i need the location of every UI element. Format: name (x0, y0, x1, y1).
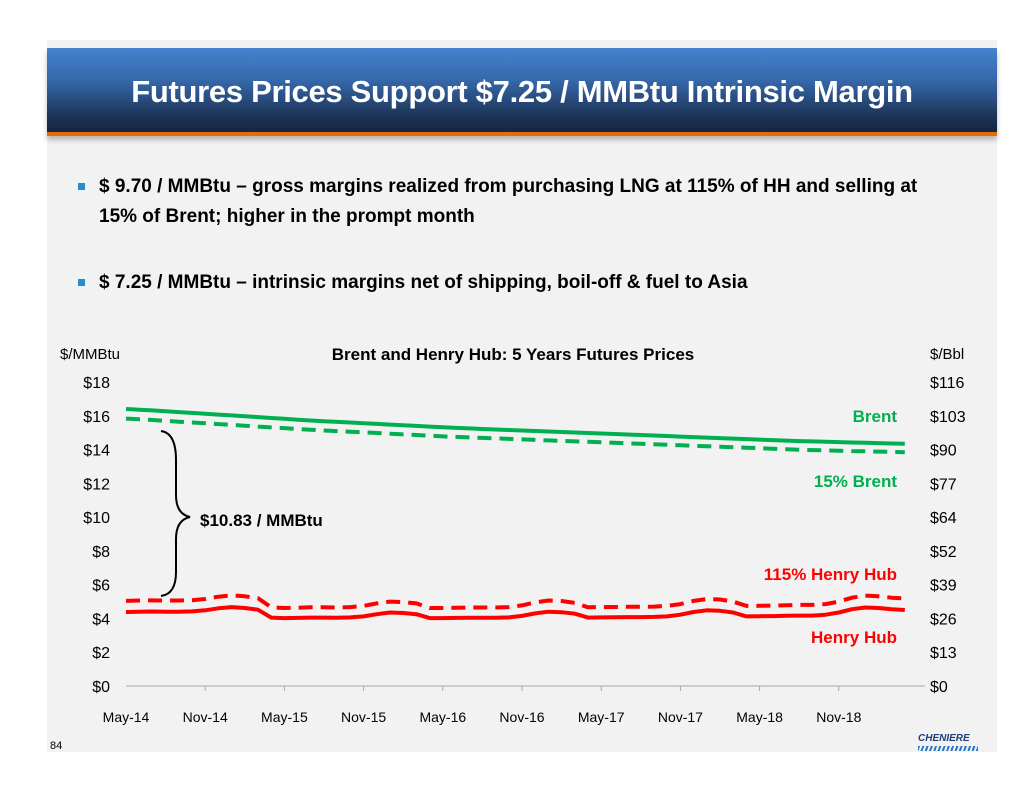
page-number: 84 (50, 740, 63, 752)
y-tick-label: $12 (83, 476, 110, 493)
bullet-1: $ 9.70 / MMBtu – gross margins realized … (78, 172, 918, 232)
y2-axis-label: $/Bbl (930, 346, 964, 363)
y-tick-label: $8 (92, 544, 110, 561)
legend-henry-hub: Henry Hub (811, 628, 897, 647)
y-tick-label: $4 (92, 611, 110, 628)
legend-115-henry-hub: 115% Henry Hub (764, 565, 897, 584)
series-line-henry-hub (125, 605, 905, 621)
y2-tick-label: $90 (930, 443, 957, 460)
bullet-2: $ 7.25 / MMBtu – intrinsic margins net o… (78, 268, 918, 298)
y2-tick-label: $116 (930, 375, 965, 392)
x-tick-label: May-17 (578, 709, 625, 725)
series-line-15-brent (125, 416, 905, 455)
y2-tick-label: $0 (930, 679, 948, 696)
y-tick-label: $14 (83, 443, 110, 460)
x-tick-label: May-18 (736, 709, 783, 725)
y-tick-label: $2 (92, 645, 110, 662)
bullet-text: $ 9.70 / MMBtu – gross margins realized … (99, 176, 918, 227)
y2-tick-label: $39 (930, 578, 957, 595)
y-tick-label: $18 (83, 375, 110, 392)
brace-icon (160, 430, 191, 597)
x-tick-label: Nov-16 (499, 709, 544, 725)
y-tick-label: $6 (92, 578, 110, 595)
bullet-square-icon (78, 279, 85, 286)
y2-tick-label: $64 (930, 510, 957, 527)
x-tick-label: Nov-17 (658, 709, 703, 725)
margin-annotation: $10.83 / MMBtu (200, 511, 323, 530)
x-tick-label: Nov-15 (341, 709, 386, 725)
y-tick-label: $10 (83, 510, 110, 527)
x-tick-label: May-16 (419, 709, 466, 725)
y2-tick-label: $103 (930, 409, 966, 426)
x-tick-label: May-15 (261, 709, 308, 725)
y-axis-label: $/MMBtu (60, 346, 120, 363)
cheniere-logo: CHENIERE (918, 733, 978, 751)
legend-brent: Brent (853, 407, 898, 426)
x-tick-label: Nov-14 (183, 709, 228, 725)
title-bar: Futures Prices Support $7.25 / MMBtu Int… (47, 48, 997, 136)
y2-tick-label: $13 (930, 645, 957, 662)
legend-15-brent: 15% Brent (814, 472, 897, 491)
bullet-square-icon (78, 183, 85, 190)
slide-title: Futures Prices Support $7.25 / MMBtu Int… (131, 74, 913, 109)
y2-tick-label: $77 (930, 476, 957, 493)
y2-tick-label: $26 (930, 611, 957, 628)
slide-background (47, 40, 997, 752)
y-tick-label: $16 (83, 409, 110, 426)
series-line-brent (125, 407, 905, 446)
x-tick-label: May-14 (103, 709, 150, 725)
bullet-text: $ 7.25 / MMBtu – intrinsic margins net o… (99, 272, 748, 293)
y-tick-label: $0 (92, 679, 110, 696)
x-tick-label: Nov-18 (816, 709, 861, 725)
logo-swoosh-icon (918, 746, 978, 751)
y2-tick-label: $52 (930, 544, 957, 561)
chart-title: Brent and Henry Hub: 5 Years Futures Pri… (332, 345, 694, 364)
logo-text: CHENIERE (918, 733, 970, 744)
